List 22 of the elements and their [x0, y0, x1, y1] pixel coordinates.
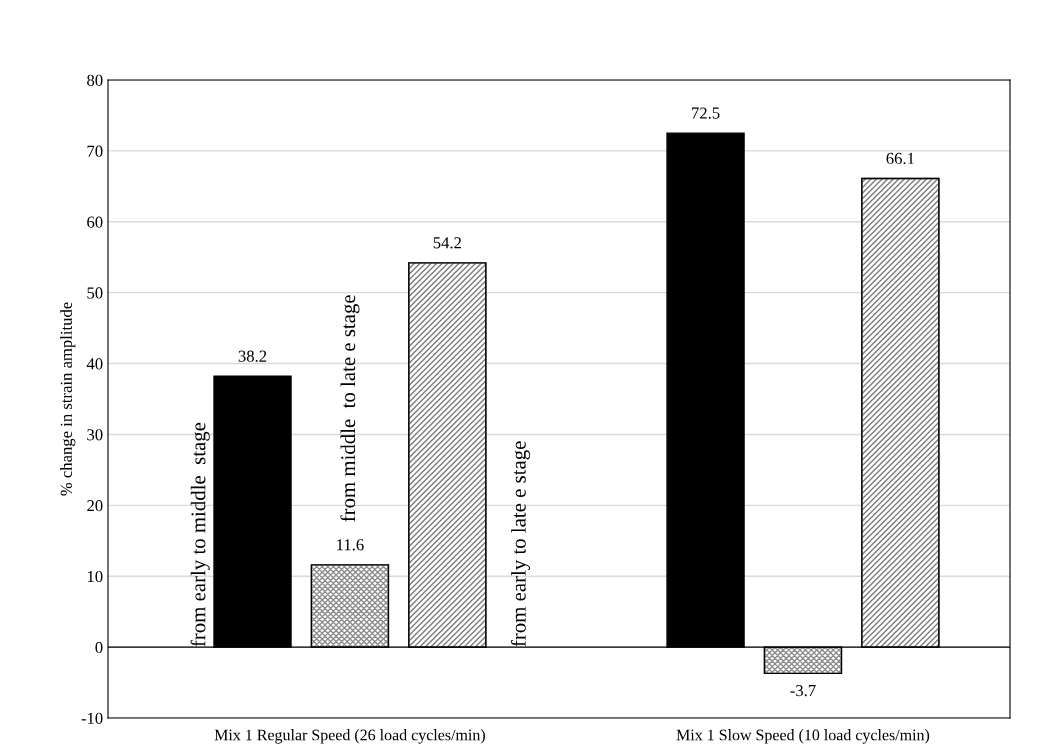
- y-tick-label: 60: [87, 216, 103, 228]
- y-axis-title: % change in strain amplitude: [60, 302, 76, 496]
- data-label: 38.2: [238, 350, 267, 362]
- x-tick-label: Mix 1 Regular Speed (26 load cycles/min): [214, 729, 485, 744]
- data-label: -3.7: [790, 684, 816, 697]
- data-label: 66.1: [886, 152, 914, 165]
- y-tick-label: 20: [87, 500, 103, 512]
- data-label: 72.5: [692, 107, 720, 119]
- text: from middle to late e stage: [340, 295, 360, 522]
- y-tick-label: 10: [87, 570, 103, 583]
- y-tick-label: 70: [87, 145, 103, 157]
- x-tick-label: Mix 1 Slow Speed (10 load cycles/min): [676, 729, 930, 744]
- y-tick-label: 40: [86, 358, 103, 370]
- text: from early to late e stage: [510, 441, 531, 647]
- text: from early to middle stage: [190, 422, 210, 647]
- data-label: 54.2: [433, 237, 461, 249]
- y-tick-label: 0: [95, 641, 103, 654]
- y-tick-label: 50: [87, 287, 103, 299]
- data-label: 11.6: [337, 539, 364, 551]
- y-tick-label: -10: [81, 712, 103, 724]
- y-tick-label: 80: [87, 74, 103, 86]
- y-tick-label: 30: [87, 429, 103, 441]
